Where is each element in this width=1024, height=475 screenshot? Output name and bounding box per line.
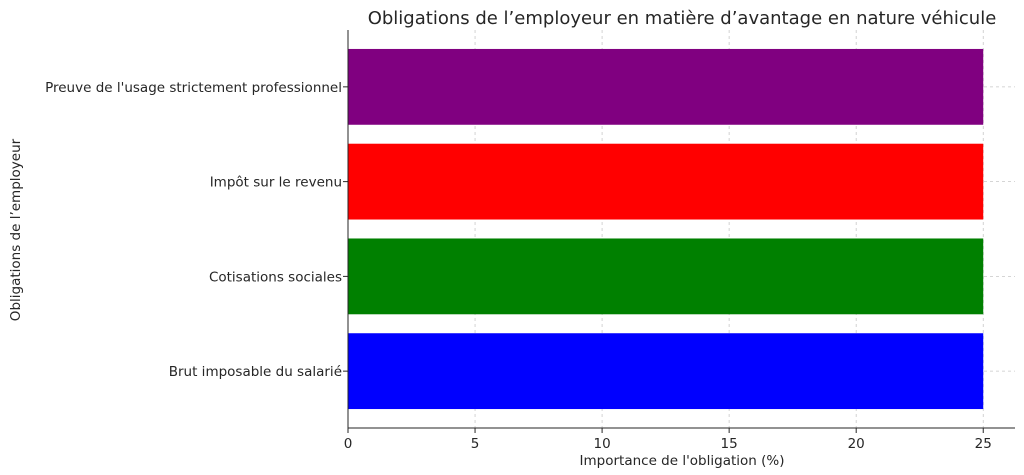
x-ticks: 0 5 10 15 20 25 xyxy=(344,428,992,452)
y-tick-label: Preuve de l'usage strictement profession… xyxy=(45,80,342,96)
bar xyxy=(348,143,984,220)
y-axis-label: Obligations de l’employeur xyxy=(8,138,24,321)
y-tick-label: Cotisations sociales xyxy=(209,269,342,285)
x-tick-label: 25 xyxy=(975,436,992,452)
x-tick-label: 0 xyxy=(344,436,353,452)
bar xyxy=(348,48,984,125)
x-tick-label: 15 xyxy=(721,436,738,452)
axes xyxy=(347,30,1015,429)
x-tick-label: 20 xyxy=(848,436,865,452)
bar xyxy=(348,238,984,315)
x-tick-label: 5 xyxy=(471,436,480,452)
y-tick-label: Impôt sur le revenu xyxy=(210,175,342,191)
y-ticks: Brut imposable du salarié Cotisations soc… xyxy=(45,80,348,380)
bars xyxy=(348,48,984,410)
bar xyxy=(348,333,984,410)
chart-title: Obligations de l’employeur en matière d’… xyxy=(368,8,997,29)
x-axis-label: Importance de l'obligation (%) xyxy=(580,453,785,469)
y-tick-label: Brut imposable du salarié xyxy=(169,364,342,380)
x-tick-label: 10 xyxy=(594,436,611,452)
